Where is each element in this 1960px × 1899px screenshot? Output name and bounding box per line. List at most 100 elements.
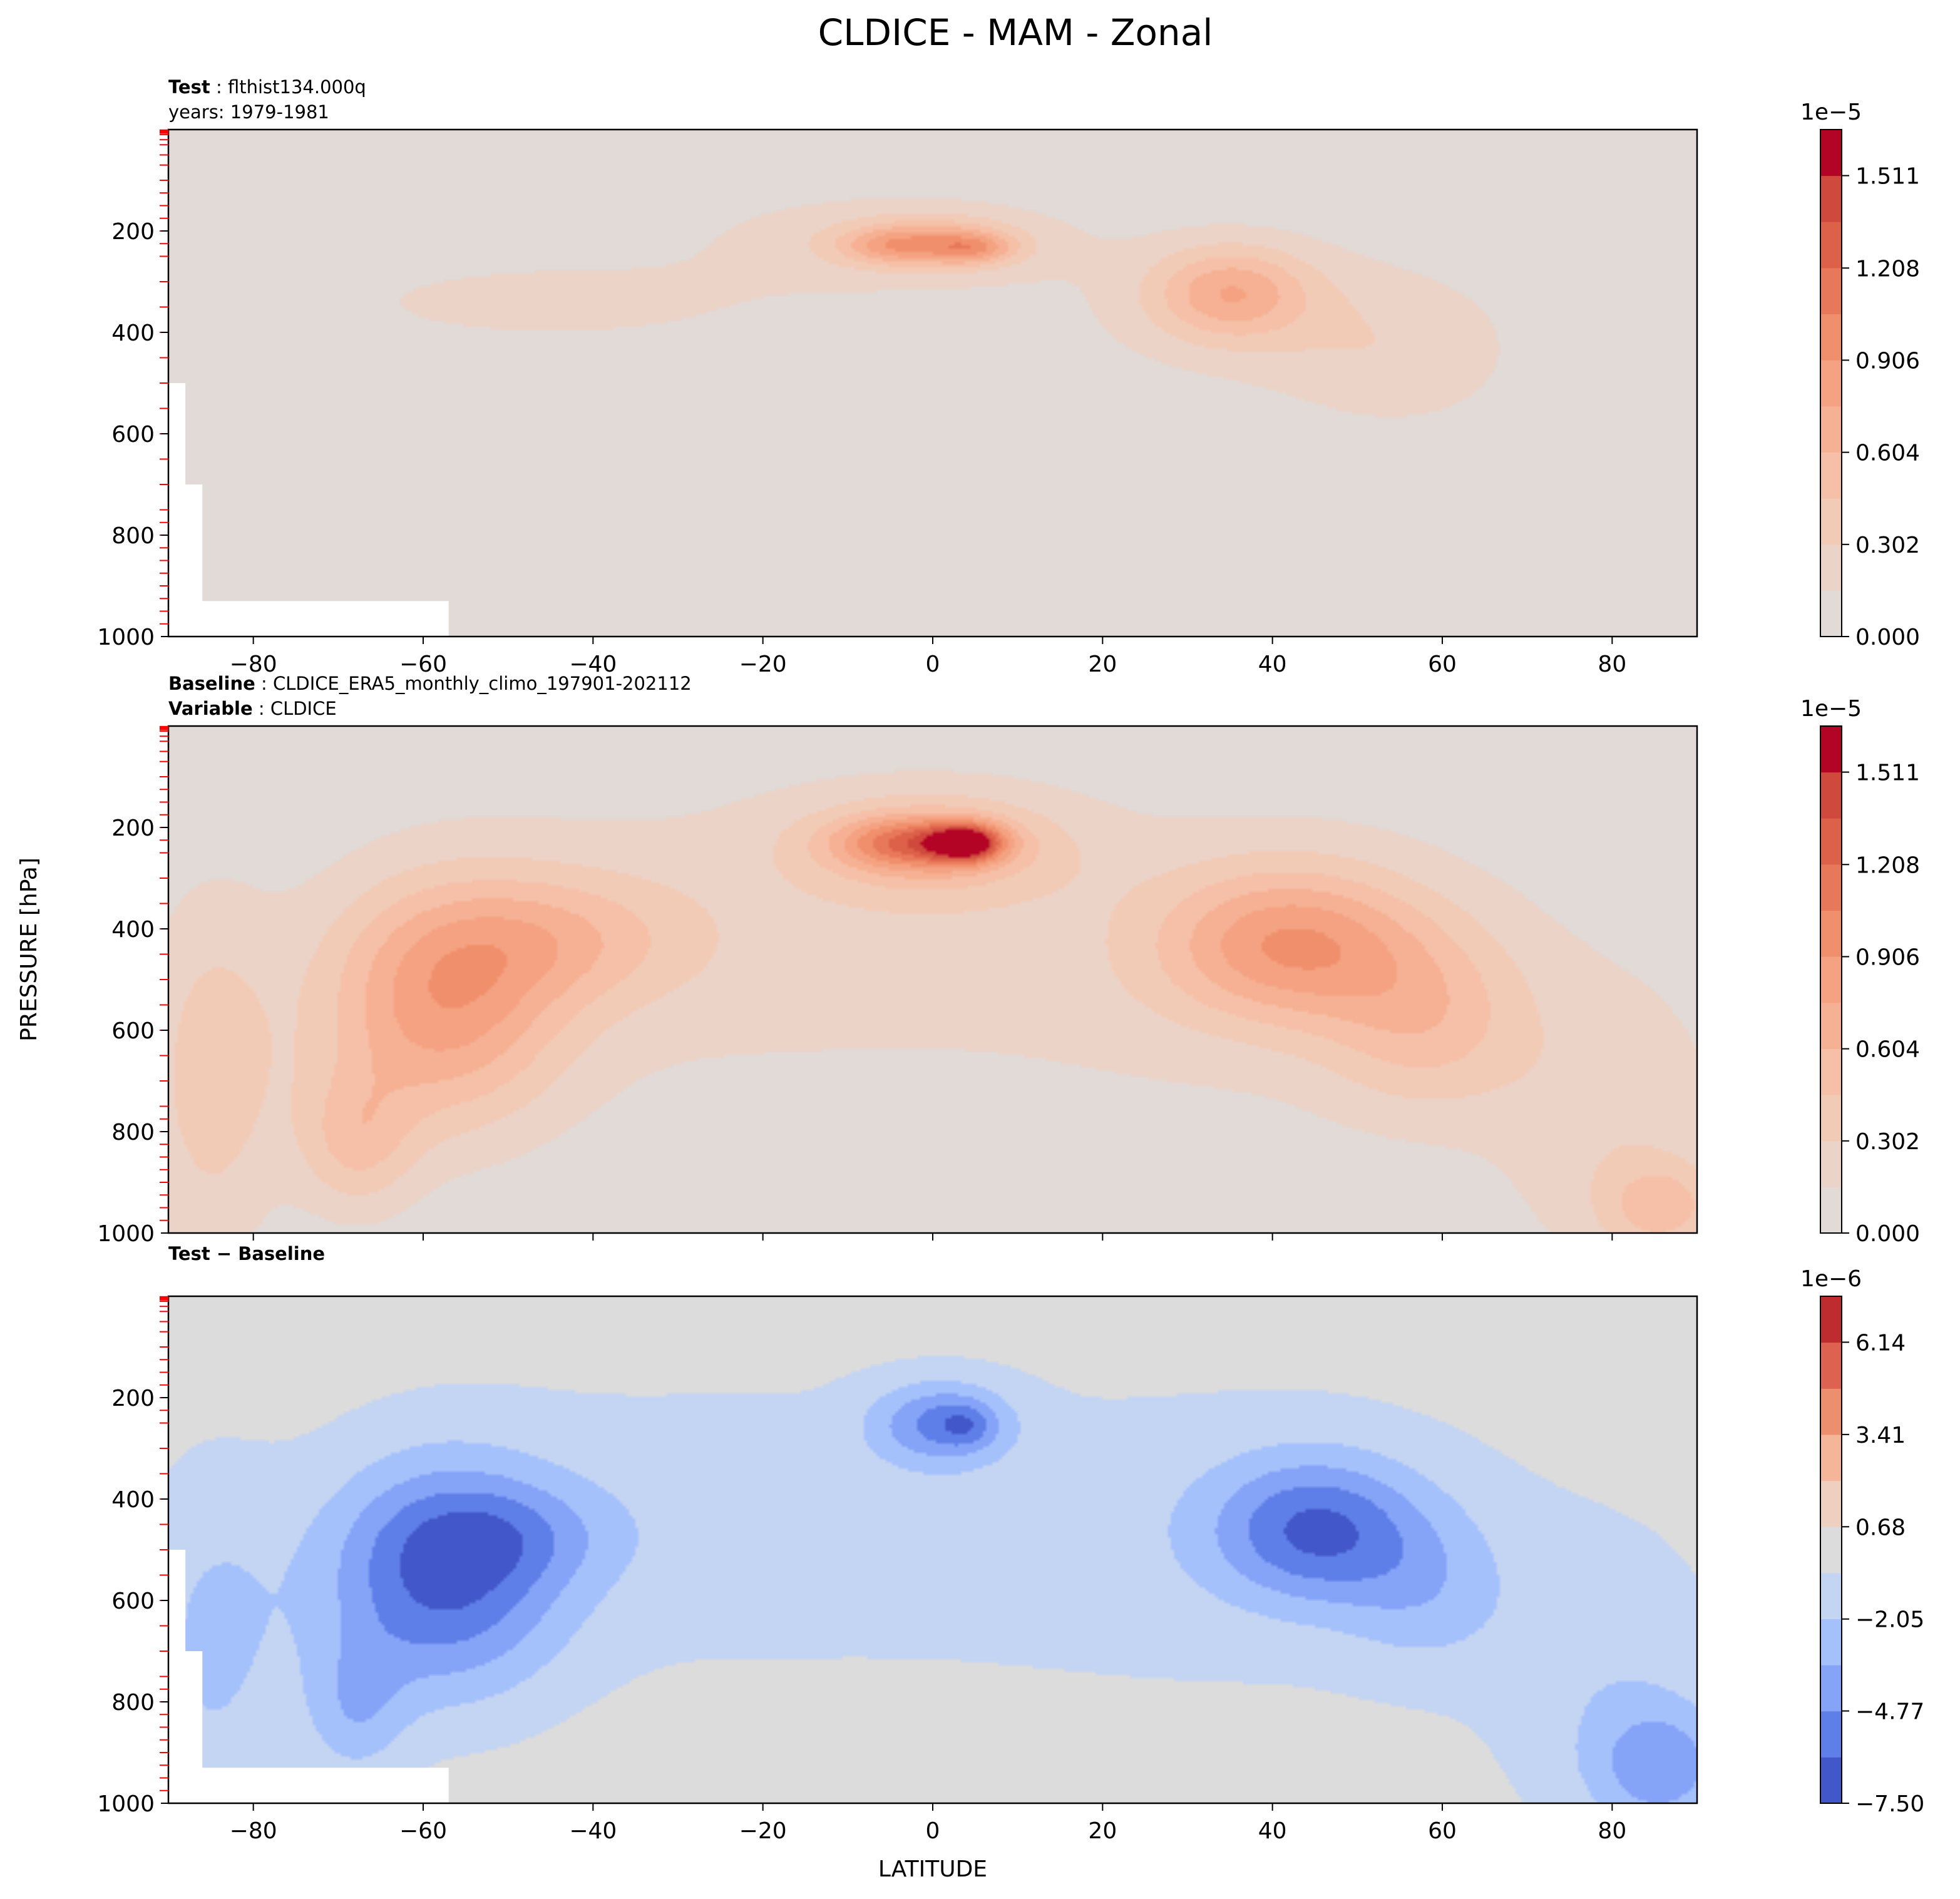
panel-header-line: Test : flthist134.000q [168,76,366,98]
x-tick-label: 40 [1258,1818,1287,1844]
x-tick-label: 40 [1258,652,1287,677]
colorbar-tick-label: 0.302 [1855,533,1920,558]
y-tick-label: 400 [111,1487,155,1513]
y-tick-label: 600 [111,1589,155,1614]
panel-header-line: years: 1979-1981 [168,101,329,123]
colorbar-tick-label: 0.906 [1855,348,1920,374]
contour-field [168,130,1697,637]
y-tick-label: 400 [111,917,155,943]
y-tick-label: 200 [111,1386,155,1411]
colorbar-tick-label: −7.50 [1855,1791,1924,1817]
colorbar-tick-label: 0.000 [1855,1221,1920,1247]
colorbar-segment [1820,864,1842,911]
colorbar-segment [1820,1665,1842,1712]
colorbar-segment [1820,956,1842,1003]
colorbar-segment [1820,1388,1842,1435]
colorbar-difference: −7.50 −4.77 −2.05 0.68 3.41 6.14 1e−6 [1800,1266,1924,1817]
x-tick-label: 60 [1428,1818,1457,1844]
colorbar-frame [1820,129,1842,637]
contour-field [168,1296,1697,1803]
colorbar-tick-label: 0.604 [1855,1037,1920,1063]
x-tick-label: 20 [1088,652,1117,677]
colorbar-segment [1820,314,1842,361]
colorbar-segment [1820,544,1842,591]
colorbar-segment [1820,726,1842,773]
colorbar-segment [1820,360,1842,407]
panels: Test : flthist134.000q years: 1979-1981 20… [97,76,1924,1844]
colorbar-segment [1820,222,1842,269]
x-tick-label: −20 [739,1818,787,1844]
colorbar-segment [1820,1140,1842,1187]
colorbar-segment [1820,1480,1842,1527]
colorbar-segment [1820,1342,1842,1389]
y-tick-label: 1000 [97,1791,155,1817]
colorbar-frame [1820,725,1842,1234]
x-tick-label: −40 [569,652,617,677]
colorbar-segment [1820,1048,1842,1095]
colorbar-segment [1820,1296,1842,1343]
y-tick-label: 200 [111,816,155,841]
x-tick-label: −80 [230,652,277,677]
colorbar-segment [1820,1757,1842,1804]
colorbar-tick-label: 0.906 [1855,944,1920,970]
contour-field [168,726,1697,1233]
x-tick-label: 80 [1598,652,1626,677]
y-tick-label: 800 [111,523,155,549]
x-tick-label: 0 [926,1818,940,1844]
colorbar-tick-label: 0.604 [1855,441,1920,466]
colorbar-segment [1820,1711,1842,1758]
y-tick-label: 800 [111,1690,155,1716]
colorbar-tick-label: 0.000 [1855,625,1920,650]
colorbar-segment [1820,452,1842,499]
panel-header-line: Test − Baseline [168,1243,325,1264]
colorbar-tick-label: 0.302 [1855,1129,1920,1155]
x-axis-label: LATITUDE [878,1856,987,1882]
colorbar-segment [1820,498,1842,545]
colorbar-baseline: 0.000 0.302 0.604 0.906 1.208 1.511 1e−5 [1800,696,1920,1247]
missing-data-region [168,1768,449,1803]
missing-data-region [168,601,449,637]
colorbar-multiplier: 1e−5 [1800,696,1862,722]
colorbar-segment [1820,910,1842,957]
colorbar-tick-label: 6.14 [1855,1330,1906,1356]
y-tick-label: 600 [111,422,155,448]
y-tick-label: 800 [111,1120,155,1145]
colorbar-segment [1820,590,1842,637]
panel-header-line: Baseline : CLDICE_ERA5_monthly_climo_197… [168,673,692,694]
panel-header-line: Variable : CLDICE [168,698,337,719]
colorbar-tick-label: 1.511 [1855,760,1920,786]
y-axis-label: PRESSURE [hPa] [16,857,42,1042]
colorbar-segment [1820,772,1842,819]
colorbar-segment [1820,130,1842,177]
colorbar-tick-label: 0.68 [1855,1515,1906,1540]
x-tick-label: −20 [739,652,787,677]
y-tick-label: 600 [111,1018,155,1044]
x-tick-label: −60 [399,652,447,677]
x-tick-label: −80 [230,1818,277,1844]
x-tick-label: 60 [1428,652,1457,677]
colorbar-test: 0.000 0.302 0.604 0.906 1.208 1.511 1e−5 [1800,100,1920,650]
colorbar-segment [1820,1095,1842,1142]
colorbar-segment [1820,1002,1842,1049]
y-tick-label: 1000 [97,1221,155,1247]
x-tick-label: 20 [1088,1818,1117,1844]
colorbar-tick-label: 3.41 [1855,1423,1906,1448]
colorbar-segment [1820,1619,1842,1666]
x-tick-label: 80 [1598,1818,1626,1844]
colorbar-multiplier: 1e−6 [1800,1266,1862,1292]
panel-test: Test : flthist134.000q years: 1979-1981 20… [97,76,1920,677]
colorbar-segment [1820,175,1842,222]
colorbar-tick-label: −4.77 [1855,1699,1924,1725]
colorbar-multiplier: 1e−5 [1800,100,1862,125]
panel-baseline: Baseline : CLDICE_ERA5_monthly_climo_197… [97,673,1920,1247]
colorbar-frame [1820,1296,1842,1804]
colorbar-segment [1820,1527,1842,1574]
y-tick-label: 200 [111,219,155,245]
colorbar-segment [1820,1187,1842,1234]
y-tick-label: 1000 [97,625,155,650]
colorbar-segment [1820,1434,1842,1482]
colorbar-tick-label: 1.511 [1855,164,1920,190]
x-tick-label: −60 [399,1818,447,1844]
